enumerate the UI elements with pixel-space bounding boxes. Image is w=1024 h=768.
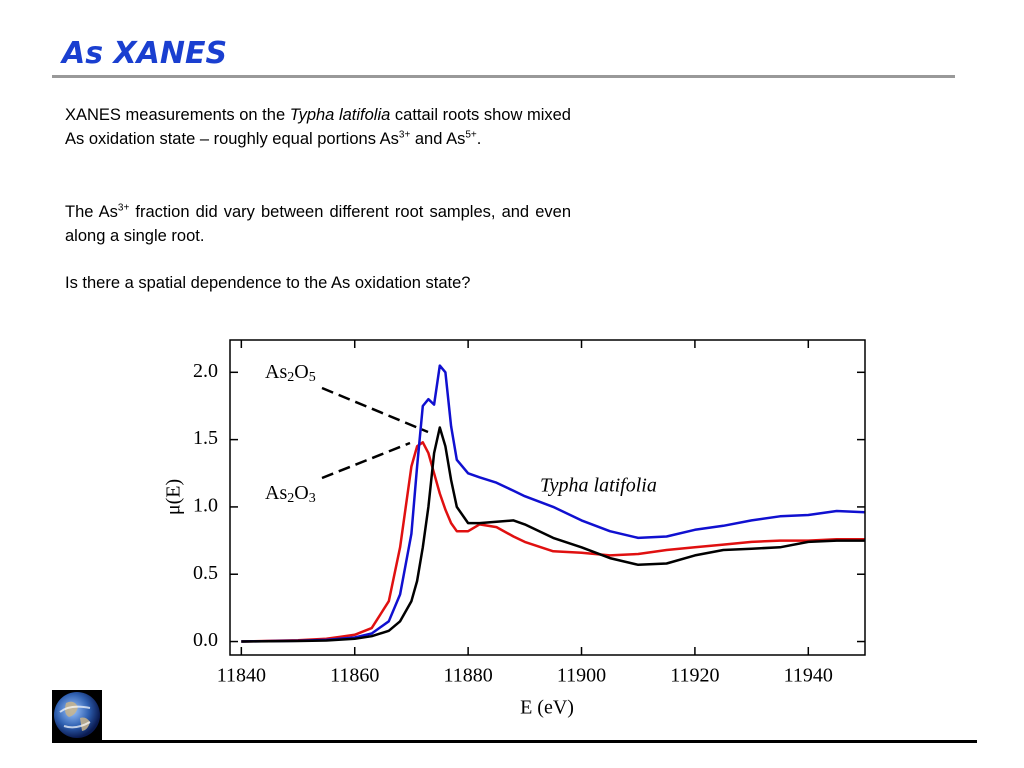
y-axis-label: μ(E) <box>163 479 185 515</box>
series-line <box>241 426 865 643</box>
superscript: 3+ <box>398 129 411 141</box>
earth-land <box>65 701 90 731</box>
title-rule <box>52 75 955 78</box>
text: fraction did vary between different root… <box>65 203 571 245</box>
text: Is there a spatial dependence to the As … <box>65 274 471 292</box>
x-tick-label: 11940 <box>784 665 833 687</box>
y-tick-label: 0.5 <box>193 562 218 584</box>
x-axis-label: E (eV) <box>520 697 574 719</box>
y-tick-label: 2.0 <box>193 360 218 382</box>
annotation: As2O3 <box>265 482 316 507</box>
annotation-text: As <box>265 361 287 383</box>
superscript: 3+ <box>117 202 130 214</box>
paragraph: Is there a spatial dependence to the As … <box>65 271 571 295</box>
paragraph: XANES measurements on the Typha latifoli… <box>65 103 571 151</box>
annotation-text: As <box>265 482 287 504</box>
annotation: Typha latifolia <box>540 475 657 497</box>
text: XANES measurements on the <box>65 106 290 124</box>
y-tick-label: 1.0 <box>193 495 218 517</box>
x-tick-label: 11920 <box>670 665 719 687</box>
x-tick-label: 11860 <box>330 665 379 687</box>
text: and As <box>410 130 466 148</box>
series-line <box>241 441 865 643</box>
slide-title: As XANES <box>62 36 228 71</box>
superscript: 5+ <box>465 129 477 141</box>
x-tick-label: 11880 <box>443 665 492 687</box>
paragraph: The As3+ fraction did vary between diffe… <box>65 200 571 248</box>
annotation: As2O5 <box>265 361 316 386</box>
annotation-text: O <box>294 361 308 383</box>
x-tick-label: 11900 <box>557 665 606 687</box>
annotation-subscript: 5 <box>309 370 316 385</box>
leader-line <box>321 386 429 434</box>
series-line <box>241 364 866 643</box>
y-tick-label: 0.0 <box>193 629 218 651</box>
x-tick-label: 11840 <box>217 665 266 687</box>
annotation-subscript: 2 <box>287 491 294 506</box>
footer-rule <box>52 740 977 743</box>
species: Typha latifolia <box>289 106 391 124</box>
plot-frame <box>229 339 866 656</box>
annotation-text: O <box>294 482 308 504</box>
annotation-subscript: 2 <box>287 370 294 385</box>
text: The As <box>65 203 118 221</box>
earth-logo <box>54 692 100 738</box>
annotation-subscript: 3 <box>309 491 316 506</box>
leader-line <box>321 441 411 480</box>
text: cattail roots show mixed As oxidation st… <box>65 106 571 148</box>
text: . <box>476 130 482 148</box>
y-tick-label: 1.5 <box>193 427 218 449</box>
earth-clouds <box>59 705 91 729</box>
